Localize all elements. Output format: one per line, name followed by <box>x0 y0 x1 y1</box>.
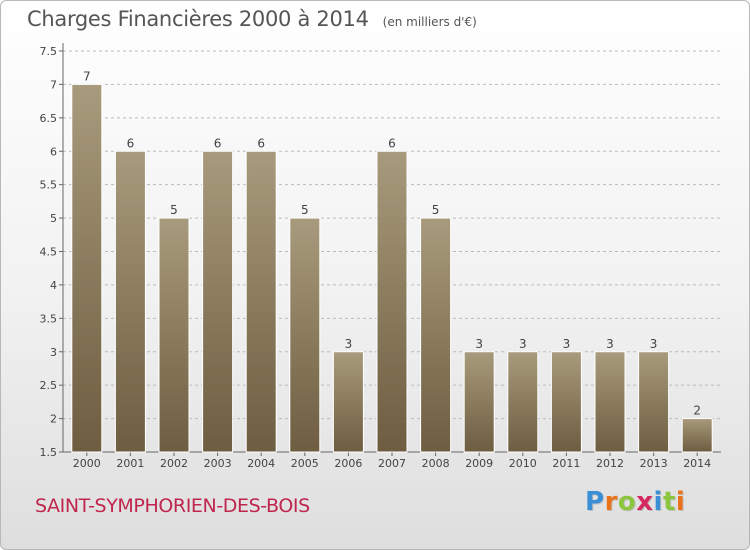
x-tick-label-2014: 2014 <box>683 457 711 470</box>
bar-2001[interactable] <box>114 150 146 453</box>
x-tick-label-2007: 2007 <box>378 457 406 470</box>
x-tick-label-2004: 2004 <box>247 457 275 470</box>
y-tick-label: 4.5 <box>40 246 58 259</box>
y-tick-label: 7 <box>50 78 57 91</box>
logo-letter: x <box>636 487 654 517</box>
x-tick-label-2001: 2001 <box>116 457 144 470</box>
chart-title: Charges Financières 2000 à 2014 (en milli… <box>27 7 477 31</box>
y-tick-label: 3.5 <box>40 312 58 325</box>
bar-2006[interactable] <box>332 351 364 453</box>
x-tick-label-2011: 2011 <box>552 457 580 470</box>
data-label-2010: 3 <box>519 337 527 351</box>
bar-layer <box>71 83 713 453</box>
y-tick-label: 7.5 <box>40 45 58 58</box>
logo-letter: r <box>604 487 618 517</box>
bar-2012[interactable] <box>594 351 626 453</box>
bar-2014[interactable] <box>681 418 713 453</box>
logo-letter: i <box>675 487 686 517</box>
bar-2010[interactable] <box>507 351 539 453</box>
data-label-2011: 3 <box>563 337 571 351</box>
logo-letter: o <box>617 487 637 517</box>
y-tick-label: 5 <box>50 212 57 225</box>
data-label-2012: 3 <box>606 337 614 351</box>
data-label-2003: 6 <box>214 136 222 150</box>
x-tick-label-2009: 2009 <box>465 457 493 470</box>
y-tick-label: 5.5 <box>40 179 58 192</box>
data-label-2004: 6 <box>257 136 265 150</box>
data-label-2009: 3 <box>475 337 483 351</box>
y-tick-label: 6.5 <box>40 112 58 125</box>
data-label-2006: 3 <box>345 337 353 351</box>
y-tick-label: 2 <box>50 413 57 426</box>
bar-2002[interactable] <box>158 217 190 453</box>
proxiti-logo[interactable]: Proxiti <box>585 487 685 517</box>
logo-letter: i <box>653 487 663 517</box>
data-label-2007: 6 <box>388 136 396 150</box>
data-label-2008: 5 <box>432 203 440 217</box>
data-label-2000: 7 <box>83 69 91 83</box>
bar-2003[interactable] <box>202 150 234 453</box>
x-tick-label-2013: 2013 <box>640 457 668 470</box>
bar-2008[interactable] <box>420 217 452 453</box>
bar-2004[interactable] <box>245 150 277 453</box>
data-label-2014: 2 <box>693 404 701 418</box>
x-tick-label-2005: 2005 <box>291 457 319 470</box>
y-tick-label: 1.5 <box>40 446 58 459</box>
x-tick-label-2012: 2012 <box>596 457 624 470</box>
x-tick-label-2006: 2006 <box>334 457 362 470</box>
bar-2013[interactable] <box>638 351 670 453</box>
place-name: SAINT-SYMPHORIEN-DES-BOIS <box>35 495 310 517</box>
y-tick-label: 3 <box>50 346 57 359</box>
logo-letter: P <box>585 487 605 517</box>
data-label-2005: 5 <box>301 203 309 217</box>
data-label-2002: 5 <box>170 203 178 217</box>
y-tick-label: 2.5 <box>40 379 58 392</box>
y-tick-label: 4 <box>50 279 57 292</box>
x-tick-label-2002: 2002 <box>160 457 188 470</box>
bar-2011[interactable] <box>550 351 582 453</box>
x-tick-label-2003: 2003 <box>204 457 232 470</box>
bar-2007[interactable] <box>376 150 408 453</box>
bar-2000[interactable] <box>71 83 103 453</box>
data-label-2013: 3 <box>650 337 658 351</box>
x-tick-label-2000: 2000 <box>73 457 101 470</box>
bar-2005[interactable] <box>289 217 321 453</box>
y-tick-label: 6 <box>50 145 57 158</box>
x-tick-label-2010: 2010 <box>509 457 537 470</box>
logo-letter: t <box>662 487 676 517</box>
bar-2009[interactable] <box>463 351 495 453</box>
chart-title-text: Charges Financières 2000 à 2014 <box>27 7 369 31</box>
data-label-layer: 7 6 5 6 6 5 3 6 5 3 3 3 3 3 2 <box>83 69 701 417</box>
x-tick-label-2008: 2008 <box>422 457 450 470</box>
chart-subtitle: (en milliers d'€) <box>382 15 477 29</box>
data-label-2001: 6 <box>127 136 135 150</box>
